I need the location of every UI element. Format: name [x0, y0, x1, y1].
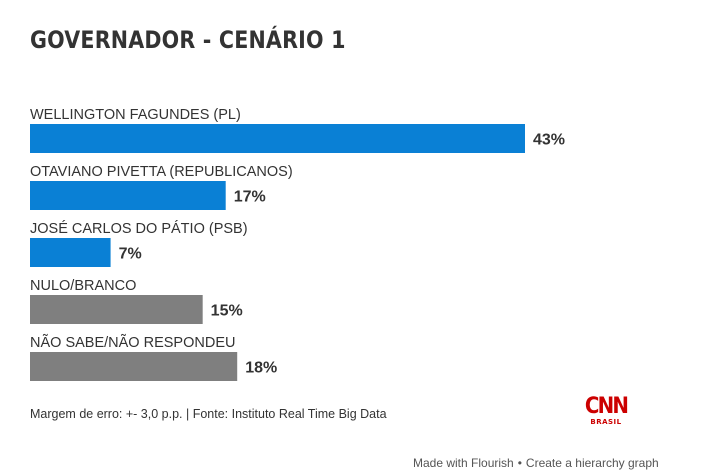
value-label: 15%: [211, 303, 243, 320]
category-label: JOSÉ CARLOS DO PÁTIO (PSB): [30, 220, 248, 237]
value-label: 17%: [234, 189, 266, 206]
bar[interactable]: [30, 352, 238, 381]
create-graph-link[interactable]: Create a hierarchy graph: [525, 456, 659, 470]
attribution-separator: •: [517, 456, 522, 470]
bar[interactable]: [30, 124, 525, 153]
source-note: Margem de erro: +- 3,0 p.p. | Fonte: Ins…: [30, 407, 387, 421]
flourish-attribution: Made with Flourish • Create a hierarchy gr…: [413, 456, 659, 470]
logo-brasil-text: BRASIL: [590, 418, 622, 426]
chart-title: GOVERNADOR - CENÁRIO 1: [30, 26, 346, 54]
category-label: WELLINGTON FAGUNDES (PL): [30, 107, 241, 123]
value-label: 18%: [245, 360, 277, 377]
bar[interactable]: [30, 238, 111, 267]
made-with-flourish-link[interactable]: Made with Flourish: [413, 456, 514, 470]
cnn-brasil-logo: CNN BRASIL: [582, 396, 630, 432]
category-label: NÃO SABE/NÃO RESPONDEU: [30, 334, 235, 351]
bar-chart: WELLINGTON FAGUNDES (PL) 43% OTAVIANO PIVE…: [30, 107, 565, 381]
logo-cnn-text: CNN: [584, 394, 629, 419]
value-label: 43%: [533, 132, 565, 149]
category-label: OTAVIANO PIVETTA (REPUBLICANOS): [30, 164, 293, 180]
bar[interactable]: [30, 295, 203, 324]
category-label: NULO/BRANCO: [30, 278, 136, 294]
bar[interactable]: [30, 181, 226, 210]
value-label: 7%: [119, 246, 142, 263]
